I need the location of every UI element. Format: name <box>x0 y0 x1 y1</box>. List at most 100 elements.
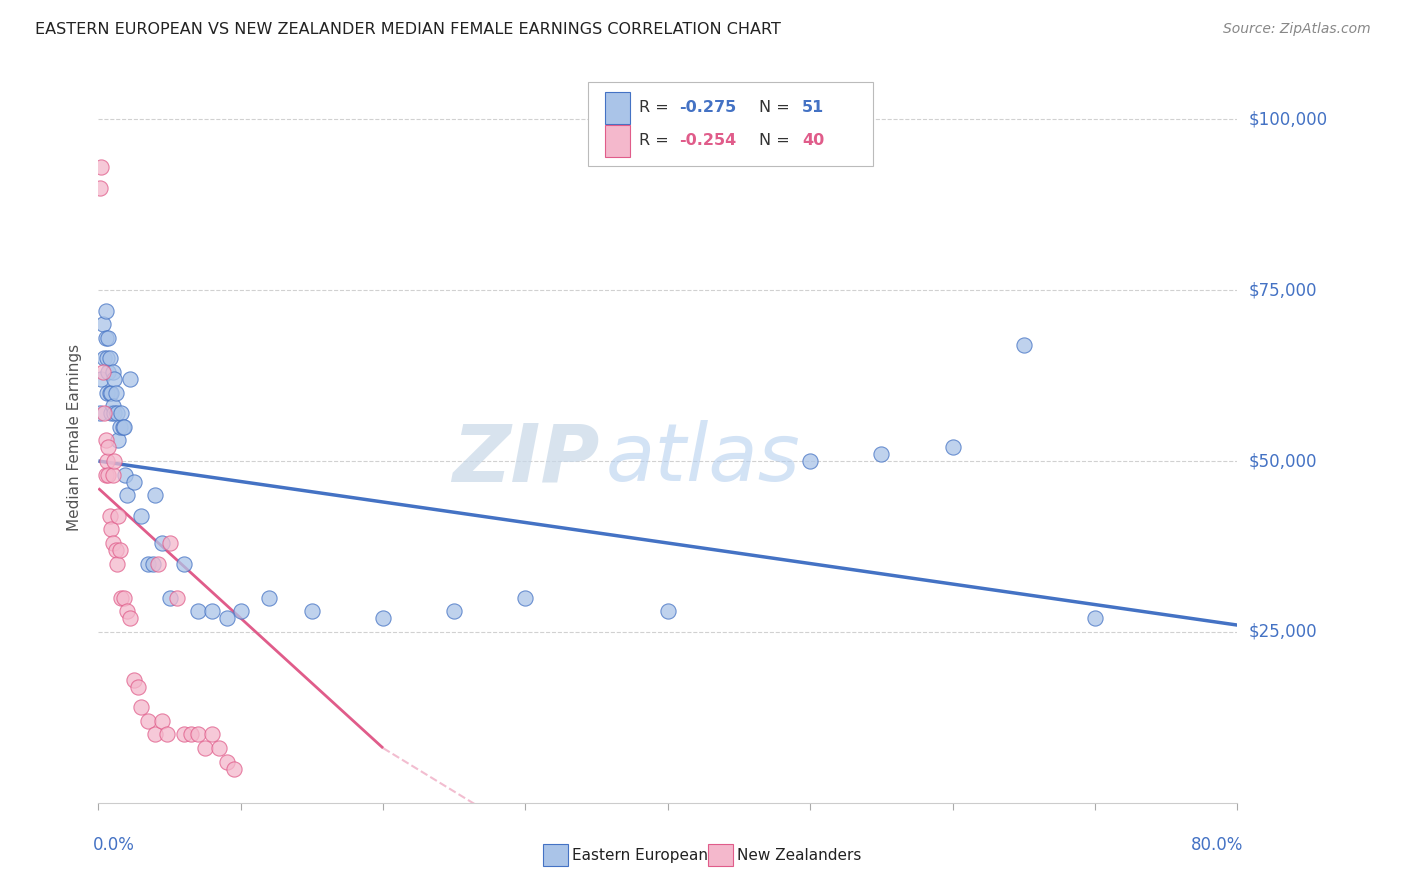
Point <box>152 536 174 550</box>
Y-axis label: Median Female Earnings: Median Female Earnings <box>67 343 83 531</box>
Point <box>443 604 465 618</box>
Text: EASTERN EUROPEAN VS NEW ZEALANDER MEDIAN FEMALE EARNINGS CORRELATION CHART: EASTERN EUROPEAN VS NEW ZEALANDER MEDIAN… <box>35 22 780 37</box>
Point <box>115 488 138 502</box>
Text: -0.254: -0.254 <box>679 133 737 148</box>
Point <box>222 762 245 776</box>
Point <box>105 557 128 571</box>
Point <box>104 542 127 557</box>
Point <box>145 727 167 741</box>
Point <box>114 467 136 482</box>
Point <box>108 420 131 434</box>
FancyBboxPatch shape <box>605 92 630 124</box>
Point <box>173 557 195 571</box>
Text: 0.0%: 0.0% <box>93 836 135 854</box>
Point <box>94 467 117 482</box>
Point <box>201 604 224 618</box>
Text: 51: 51 <box>803 100 824 115</box>
Point <box>145 488 167 502</box>
Point <box>91 365 114 379</box>
Point <box>100 406 122 420</box>
Point <box>97 440 120 454</box>
Point <box>159 536 181 550</box>
Point <box>97 365 120 379</box>
Text: ZIP: ZIP <box>453 420 599 498</box>
Point <box>90 372 112 386</box>
Point <box>166 591 188 605</box>
Point <box>194 741 217 756</box>
Point <box>104 385 127 400</box>
Point <box>94 331 117 345</box>
Point <box>112 420 135 434</box>
Point <box>94 303 117 318</box>
Text: 80.0%: 80.0% <box>1191 836 1243 854</box>
Point <box>96 454 118 468</box>
Point <box>259 591 281 605</box>
Text: -0.275: -0.275 <box>679 100 737 115</box>
Point <box>90 160 112 174</box>
Point <box>148 557 170 571</box>
Point <box>96 351 118 366</box>
Text: atlas: atlas <box>605 420 800 498</box>
Point <box>112 591 135 605</box>
Point <box>129 700 152 714</box>
Point <box>107 508 129 523</box>
Text: $25,000: $25,000 <box>1249 623 1317 641</box>
Text: N =: N = <box>759 133 794 148</box>
Point <box>122 475 145 489</box>
Text: $100,000: $100,000 <box>1249 111 1327 128</box>
Text: Eastern Europeans: Eastern Europeans <box>572 848 716 863</box>
Point <box>942 440 965 454</box>
Point <box>1012 338 1035 352</box>
Point <box>515 591 537 605</box>
Point <box>97 331 120 345</box>
Point <box>201 727 224 741</box>
Point <box>110 591 132 605</box>
FancyBboxPatch shape <box>543 845 568 866</box>
Point <box>159 591 181 605</box>
Point <box>657 604 679 618</box>
Text: New Zealanders: New Zealanders <box>737 848 862 863</box>
Point <box>93 351 115 366</box>
Text: $50,000: $50,000 <box>1249 452 1317 470</box>
Point <box>122 673 145 687</box>
Point <box>110 406 132 420</box>
Point <box>136 714 159 728</box>
Text: $75,000: $75,000 <box>1249 281 1317 299</box>
Point <box>118 611 141 625</box>
Point <box>98 351 121 366</box>
Text: R =: R = <box>640 100 675 115</box>
Text: N =: N = <box>759 100 794 115</box>
Point <box>187 604 209 618</box>
Point <box>115 604 138 618</box>
Point <box>870 447 893 461</box>
Point <box>180 727 202 741</box>
Point <box>89 406 111 420</box>
Point <box>93 406 115 420</box>
Point <box>136 557 159 571</box>
Point <box>799 454 821 468</box>
Point <box>1084 611 1107 625</box>
Point <box>107 434 129 448</box>
Point <box>173 727 195 741</box>
Point <box>111 420 134 434</box>
Point <box>103 372 125 386</box>
Point <box>373 611 395 625</box>
Point <box>96 385 118 400</box>
Text: 40: 40 <box>803 133 824 148</box>
Point <box>100 385 122 400</box>
Point <box>187 727 209 741</box>
Point <box>101 467 124 482</box>
Point <box>94 434 117 448</box>
Point <box>141 557 163 571</box>
Point <box>91 318 114 332</box>
Point <box>103 406 125 420</box>
Point <box>98 385 121 400</box>
Point <box>229 604 252 618</box>
Point <box>156 727 179 741</box>
Point <box>118 372 141 386</box>
Point <box>215 611 238 625</box>
Point <box>101 536 124 550</box>
Text: Source: ZipAtlas.com: Source: ZipAtlas.com <box>1223 22 1371 37</box>
Point <box>108 542 131 557</box>
Point <box>215 755 238 769</box>
